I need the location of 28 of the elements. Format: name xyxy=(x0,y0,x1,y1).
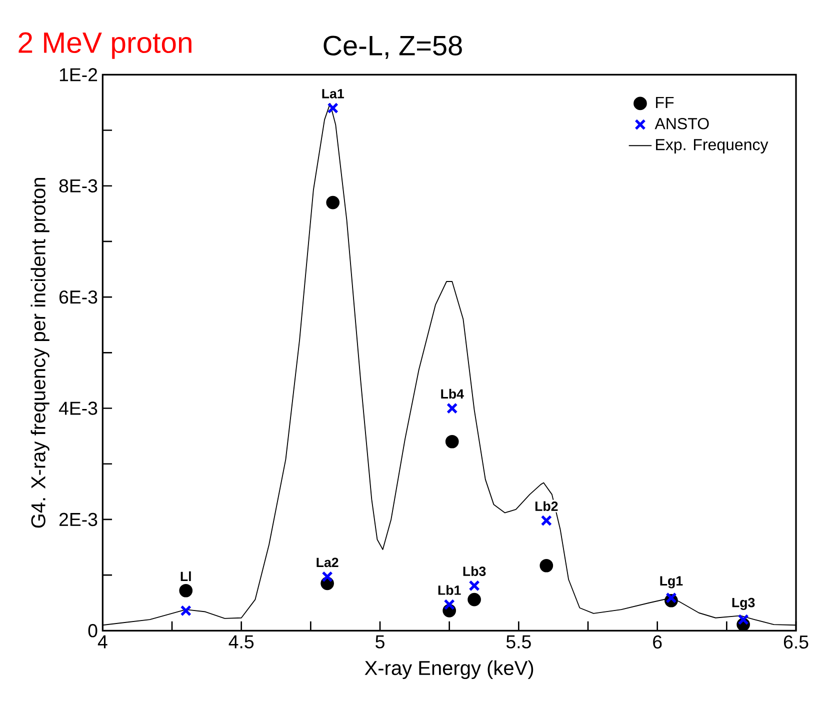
y-tick-label: 4E-3 xyxy=(58,402,98,415)
x-tick-label: 4 xyxy=(98,635,108,648)
y-tick-label: 2E-3 xyxy=(59,512,98,526)
y-tick-label: 8E-3 xyxy=(59,179,98,192)
annotation: La1 xyxy=(322,89,344,98)
annotation: Lb4 xyxy=(441,388,464,399)
x-tick-label: 6 xyxy=(653,635,662,649)
y-axis-title: G4. X-ray frequency per incident proton xyxy=(30,178,50,528)
y-tick-label: 0 xyxy=(88,624,98,638)
x-tick-label: 5 xyxy=(376,635,384,648)
x-tick-label: 4.5 xyxy=(228,635,254,648)
legend-label: FF xyxy=(656,96,674,108)
annotation: Ll xyxy=(180,571,191,582)
annotation: Lg3 xyxy=(732,598,755,610)
legend-label: ANSTO xyxy=(654,118,709,130)
annotation: Lb3 xyxy=(463,566,486,576)
y-tick-label: 6E-3 xyxy=(59,290,98,304)
annotation: Lb2 xyxy=(535,501,558,511)
y-tick-label: 1E-2 xyxy=(60,68,98,82)
annotation: Lb1 xyxy=(438,585,461,595)
annotation: Lg1 xyxy=(660,576,683,588)
x-tick-label: 5.5 xyxy=(506,635,531,648)
annotation: La2 xyxy=(316,558,338,568)
legend-label: Exp. Frequency xyxy=(656,139,768,154)
chart-subtitle: Ce-L, Z=58 xyxy=(324,36,462,59)
chart-title: 2 MeV proton xyxy=(18,32,192,59)
x-axis-title: X-ray Energy (keV) xyxy=(364,660,534,680)
x-tick-label: 6.5 xyxy=(784,635,808,649)
